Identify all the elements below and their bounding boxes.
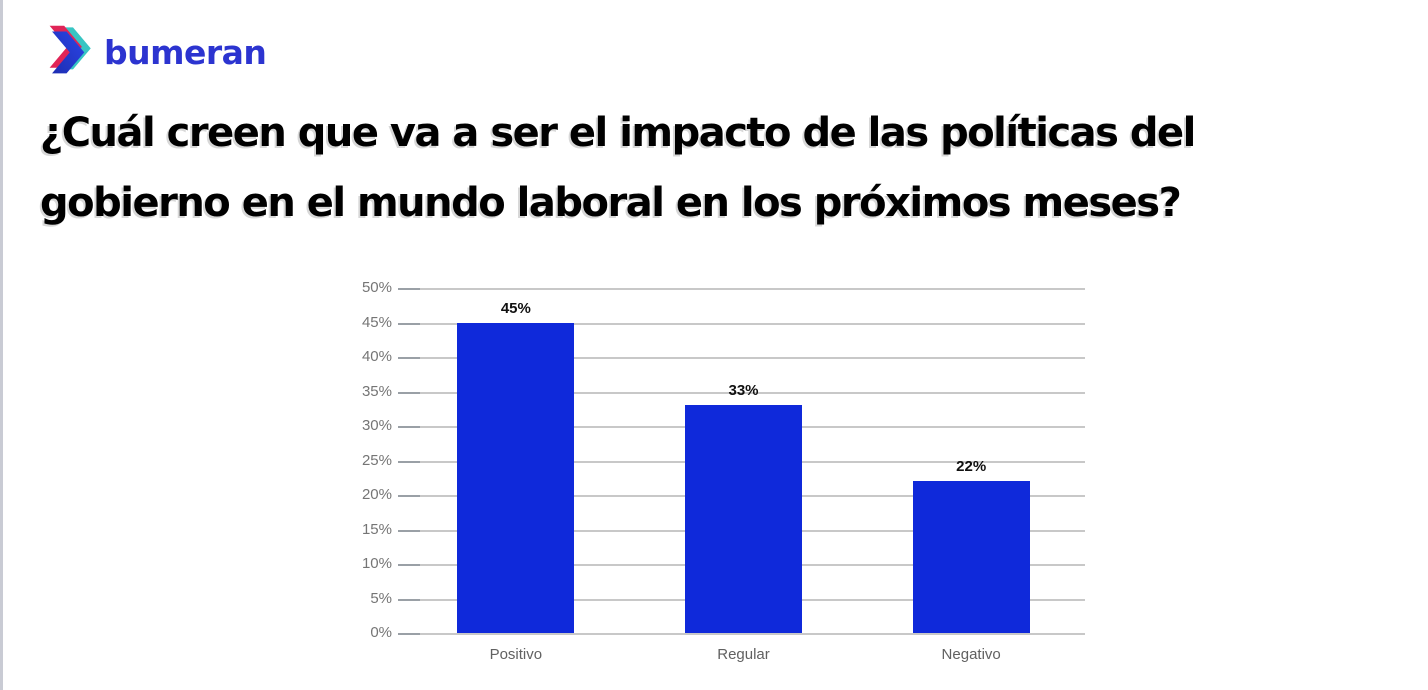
bar-value-label: 45% [500, 299, 531, 317]
brand-name: bumeran [104, 32, 267, 72]
bar-negativo[interactable] [912, 481, 1030, 633]
y-axis-tick [398, 322, 420, 325]
y-axis-label: 20% [361, 486, 392, 503]
gridline [402, 633, 1085, 635]
y-axis-label: 50% [361, 279, 392, 296]
y-axis-label: 40% [361, 348, 392, 365]
left-edge-divider [0, 0, 3, 690]
page-title-line2: gobierno en el mundo laboral en los próx… [40, 180, 1182, 226]
y-axis-label: 0% [370, 624, 392, 641]
y-axis-label: 10% [361, 555, 392, 572]
y-axis-label: 35% [361, 382, 392, 400]
y-axis-tick [398, 564, 420, 566]
x-axis-label: Positivo [489, 646, 543, 663]
x-axis-label: Regular [717, 646, 770, 663]
page-title: ¿Cuál creen que va a ser el impacto de l… [40, 98, 1196, 238]
y-axis-label: 45% [361, 313, 392, 331]
gridline [402, 391, 1085, 394]
y-axis-tick [398, 598, 420, 601]
page-title-line1: ¿Cuál creen que va a ser el impacto de l… [40, 110, 1196, 156]
y-axis-label: 15% [361, 520, 392, 538]
y-axis-label: 5% [370, 589, 392, 607]
y-axis-tick [398, 529, 420, 532]
y-axis-tick [398, 460, 420, 463]
gridline [402, 357, 1085, 359]
y-axis-tick [398, 357, 420, 359]
y-axis-label: 25% [361, 451, 392, 469]
bumeran-logo: bumeran [48, 24, 267, 76]
y-axis-tick [398, 633, 420, 635]
y-axis-label: 30% [361, 417, 392, 434]
x-axis-label: Negativo [941, 646, 1001, 663]
y-axis-tick [398, 495, 420, 497]
gridline [402, 288, 1085, 290]
bar-positivo[interactable] [457, 322, 575, 633]
bumeran-logo-icon [49, 25, 91, 74]
gridline [402, 322, 1085, 325]
y-axis-tick [398, 288, 420, 290]
y-axis-tick [398, 426, 420, 428]
bar-value-label: 33% [728, 382, 759, 400]
bar-value-label: 22% [956, 458, 987, 476]
bar-chart: 50% 45% 40% 35% 30% 25% 20% 15% 10% 5% 0% 45% Positi… [340, 272, 1100, 677]
bar-regular[interactable] [685, 405, 802, 633]
y-axis-tick [398, 391, 420, 394]
